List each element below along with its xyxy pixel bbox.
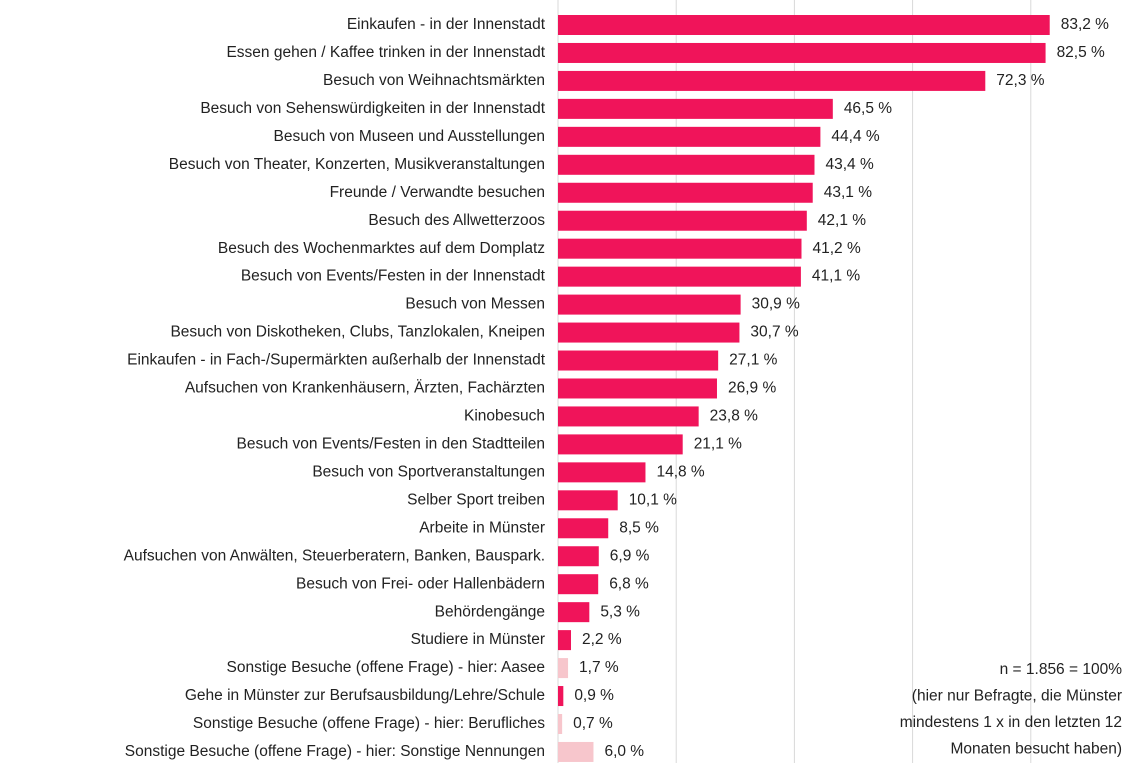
value-label: 21,1 %: [694, 435, 742, 452]
value-label: 0,9 %: [574, 687, 614, 704]
value-label: 6,0 %: [604, 743, 644, 760]
bar: [558, 98, 833, 119]
value-label: 41,2 %: [812, 240, 860, 257]
y-tick-label: Besuch von Sehenswürdigkeiten in der Inn…: [200, 100, 545, 117]
annotation: (hier nur Befragte, die Münster: [912, 688, 1122, 705]
annotation: mindestens 1 x in den letzten 12: [900, 714, 1122, 731]
y-tick-label: Einkaufen - in Fach-/Supermärkten außerh…: [127, 352, 546, 369]
y-tick-label: Besuch von Theater, Konzerten, Musikvera…: [169, 156, 545, 173]
value-label: 23,8 %: [710, 408, 758, 425]
y-tick-label: Behördengänge: [435, 603, 545, 620]
bar: [558, 406, 699, 427]
bar: [558, 462, 646, 483]
bar: [558, 518, 609, 539]
value-label: 72,3 %: [996, 72, 1044, 89]
value-label: 2,2 %: [582, 631, 622, 648]
value-label: 6,8 %: [609, 575, 649, 592]
bar: [558, 294, 741, 315]
value-label: 26,9 %: [728, 380, 776, 397]
value-label: 0,7 %: [573, 715, 613, 732]
bar: [558, 126, 821, 147]
value-label: 14,8 %: [656, 463, 704, 480]
value-label: 27,1 %: [729, 352, 777, 369]
bar: [558, 434, 683, 455]
value-label: 82,5 %: [1057, 44, 1105, 61]
value-label: 43,4 %: [825, 156, 873, 173]
y-tick-label: Besuch des Wochenmarktes auf dem Domplat…: [218, 240, 545, 257]
y-tick-label: Selber Sport treiben: [407, 491, 545, 508]
bar: [558, 350, 719, 371]
bar: [558, 714, 563, 734]
y-tick-label: Besuch von Weihnachtsmärkten: [323, 72, 545, 89]
y-tick-label: Kinobesuch: [464, 408, 545, 425]
bar: [558, 574, 599, 595]
y-tick-label: Gehe in Münster zur Berufsausbildung/Leh…: [185, 687, 545, 704]
y-tick-label: Studiere in Münster: [411, 631, 545, 648]
bar: [558, 546, 599, 567]
bar: [558, 686, 564, 707]
y-tick-label: Aufsuchen von Krankenhäusern, Ärzten, Fa…: [185, 380, 545, 397]
value-label: 83,2 %: [1061, 16, 1109, 33]
value-label: 46,5 %: [844, 100, 892, 117]
value-label: 8,5 %: [619, 519, 659, 536]
value-label: 30,7 %: [750, 324, 798, 341]
y-tick-label: Sonstige Besuche (offene Frage) - hier: …: [193, 715, 545, 732]
value-label: 41,1 %: [812, 268, 860, 285]
y-tick-label: Einkaufen - in der Innenstadt: [347, 16, 546, 33]
bar: [558, 378, 717, 399]
bar: [558, 741, 594, 762]
y-tick-label: Besuch von Messen: [405, 296, 545, 313]
y-tick-label: Besuch von Sportveranstaltungen: [312, 463, 545, 480]
y-tick-label: Besuch von Museen und Ausstellungen: [274, 128, 545, 145]
bar: [558, 42, 1046, 63]
y-tick-label: Sonstige Besuche (offene Frage) - hier: …: [226, 659, 545, 676]
y-tick-label: Freunde / Verwandte besuchen: [330, 184, 545, 201]
value-label: 43,1 %: [824, 184, 872, 201]
y-tick-label: Besuch des Allwetterzoos: [368, 212, 545, 229]
bar: [558, 602, 590, 623]
y-tick-label: Besuch von Diskotheken, Clubs, Tanzlokal…: [170, 324, 545, 341]
y-tick-label: Besuch von Events/Festen in den Stadttei…: [237, 435, 545, 452]
y-tick-label: Essen gehen / Kaffee trinken in der Inne…: [226, 44, 545, 61]
annotation: Monaten besucht haben): [951, 741, 1122, 758]
value-label: 42,1 %: [818, 212, 866, 229]
bar: [558, 210, 807, 231]
value-label: 10,1 %: [629, 491, 677, 508]
bar: [558, 658, 569, 679]
y-tick-label: Aufsuchen von Anwälten, Steuerberatern, …: [124, 547, 545, 564]
y-tick-label: Besuch von Events/Festen in der Innensta…: [241, 268, 546, 285]
value-label: 44,4 %: [831, 128, 879, 145]
y-tick-label: Besuch von Frei- oder Hallenbädern: [296, 575, 545, 592]
bar: [558, 70, 986, 91]
bar: [558, 238, 802, 259]
bar: [558, 322, 740, 343]
y-tick-label: Arbeite in Münster: [419, 519, 545, 536]
bar: [558, 154, 815, 175]
value-label: 1,7 %: [579, 659, 619, 676]
value-label: 30,9 %: [752, 296, 800, 313]
bar: [558, 630, 572, 651]
bar: [558, 182, 813, 203]
value-label: 5,3 %: [600, 603, 640, 620]
value-label: 6,9 %: [610, 547, 650, 564]
y-tick-label: Sonstige Besuche (offene Frage) - hier: …: [125, 743, 545, 760]
annotation: n = 1.856 = 100%: [1000, 661, 1123, 678]
bar: [558, 266, 801, 287]
bar: [558, 490, 618, 511]
bar: [558, 15, 1050, 35]
